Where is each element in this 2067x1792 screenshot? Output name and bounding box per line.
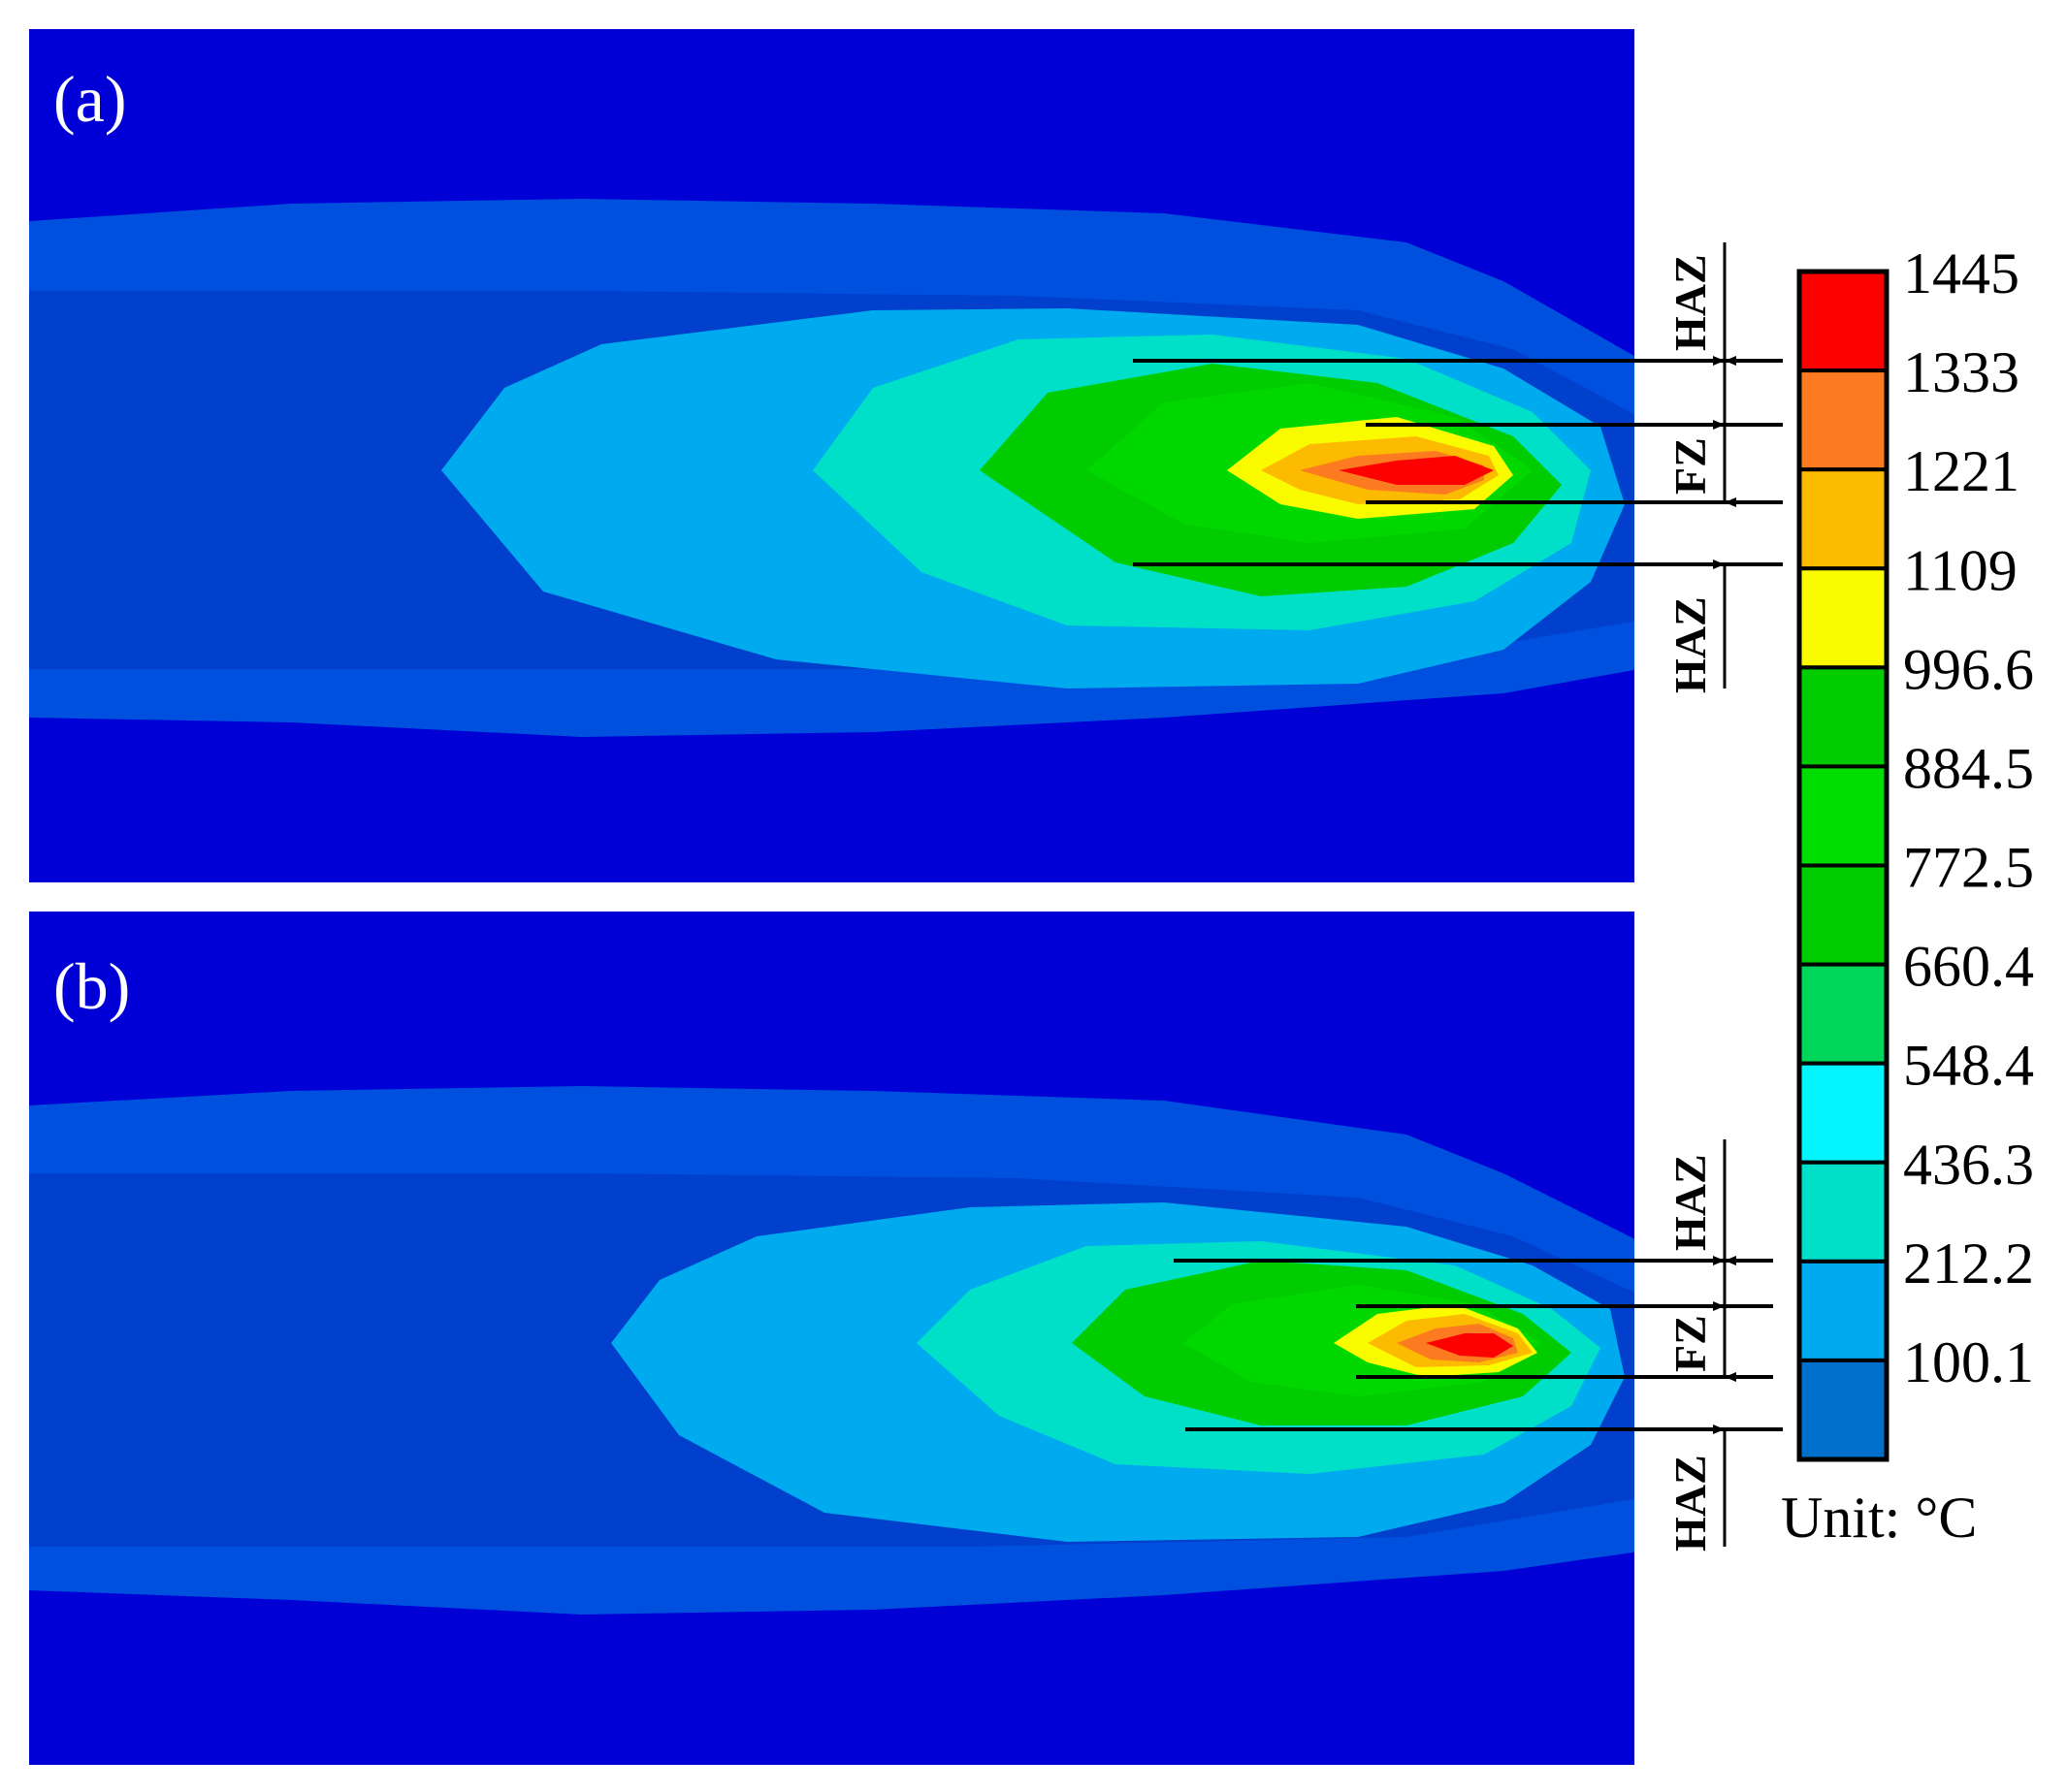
legend-frame bbox=[1796, 269, 1889, 1462]
legend-level-label: 1445 bbox=[1903, 241, 2019, 305]
legend-labels: 1445 1333 1221 1109 996.6 884.5 772.5 660.4 548.… bbox=[1903, 241, 2034, 1394]
panel-b-haz-bottom-label: HAZ bbox=[1665, 1455, 1715, 1552]
panel-b: (b) HAZ FZ HAZ bbox=[29, 912, 1783, 1765]
legend-unit-label: Unit: °C bbox=[1781, 1486, 1977, 1550]
panel-a-zone-markers: HAZ FZ HAZ bbox=[1133, 242, 1783, 693]
legend-level-label: 996.6 bbox=[1903, 637, 2034, 701]
panel-a-haz-top-label: HAZ bbox=[1665, 254, 1715, 351]
panel-a-contour-field bbox=[29, 29, 1634, 882]
legend-cell bbox=[1797, 1259, 1889, 1362]
panel-b-haz-top-label: HAZ bbox=[1665, 1154, 1715, 1251]
legend-cell bbox=[1797, 566, 1889, 670]
legend-level-label: 1221 bbox=[1903, 439, 2019, 503]
temperature-legend: 1445 1333 1221 1109 996.6 884.5 772.5 660.4 548.… bbox=[1781, 241, 2034, 1550]
legend-cell bbox=[1797, 270, 1889, 373]
panel-a-haz-bottom-label: HAZ bbox=[1665, 596, 1715, 693]
legend-level-label: 660.4 bbox=[1903, 935, 2034, 999]
legend-cell bbox=[1797, 368, 1889, 472]
legend-level-label: 884.5 bbox=[1903, 736, 2034, 800]
legend-level-label: 1333 bbox=[1903, 340, 2019, 404]
panel-b-contour-field bbox=[29, 912, 1634, 1765]
panel-b-fz-label: FZ bbox=[1665, 1315, 1715, 1372]
legend-level-label: 1109 bbox=[1903, 538, 2018, 602]
panel-b-label: (b) bbox=[53, 949, 130, 1023]
legend-cell bbox=[1797, 1061, 1889, 1165]
legend-cell bbox=[1797, 1160, 1889, 1264]
panel-a-label: (a) bbox=[53, 62, 126, 136]
legend-cell bbox=[1797, 764, 1889, 868]
legend-level-label: 548.4 bbox=[1903, 1034, 2034, 1098]
panel-b-zone-markers: HAZ FZ HAZ bbox=[1174, 1139, 1783, 1552]
legend-level-label: 100.1 bbox=[1903, 1330, 2034, 1394]
panel-a: (a) HAZ FZ HAZ bbox=[29, 29, 1783, 882]
legend-cell bbox=[1797, 962, 1889, 1066]
panel-a-fz-label: FZ bbox=[1665, 437, 1715, 495]
legend-cell bbox=[1797, 1358, 1889, 1461]
legend-level-label: 436.3 bbox=[1903, 1133, 2034, 1197]
legend-level-label: 212.2 bbox=[1903, 1232, 2034, 1296]
legend-cell bbox=[1797, 665, 1889, 769]
legend-level-label: 772.5 bbox=[1903, 836, 2034, 900]
legend-cell bbox=[1797, 467, 1889, 571]
legend-color-bar bbox=[1797, 270, 1889, 1461]
legend-cell bbox=[1797, 863, 1889, 967]
